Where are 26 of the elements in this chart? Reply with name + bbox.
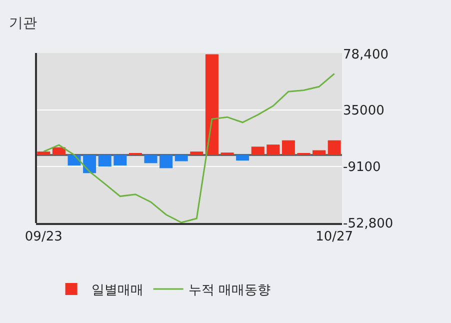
bar xyxy=(190,152,204,155)
y-tick-label: 35000 xyxy=(343,103,384,118)
bar xyxy=(174,154,188,162)
y-tick-label: -52,800 xyxy=(343,216,394,232)
bar xyxy=(83,154,96,174)
y-tick-label: 78,400 xyxy=(343,47,388,62)
bar xyxy=(251,146,264,155)
x-tick-label: 10/27 xyxy=(316,230,354,245)
bar xyxy=(144,154,158,164)
bar xyxy=(114,154,127,166)
legend-label: 누적 매매동향 xyxy=(188,283,270,298)
bar xyxy=(236,154,250,161)
bar xyxy=(282,140,295,155)
bar xyxy=(266,144,280,155)
bar xyxy=(312,150,326,155)
bar xyxy=(205,54,218,155)
y-tick-label: -9100 xyxy=(343,160,381,176)
line-series xyxy=(42,72,336,223)
chart-title: 기관 xyxy=(9,16,38,32)
bar xyxy=(37,152,50,155)
bar xyxy=(52,147,66,155)
legend-label: 일별매매 xyxy=(91,283,144,298)
bar xyxy=(98,154,112,167)
bar xyxy=(328,140,341,155)
bar xyxy=(160,154,173,168)
x-tick-label: 09/23 xyxy=(24,230,62,245)
